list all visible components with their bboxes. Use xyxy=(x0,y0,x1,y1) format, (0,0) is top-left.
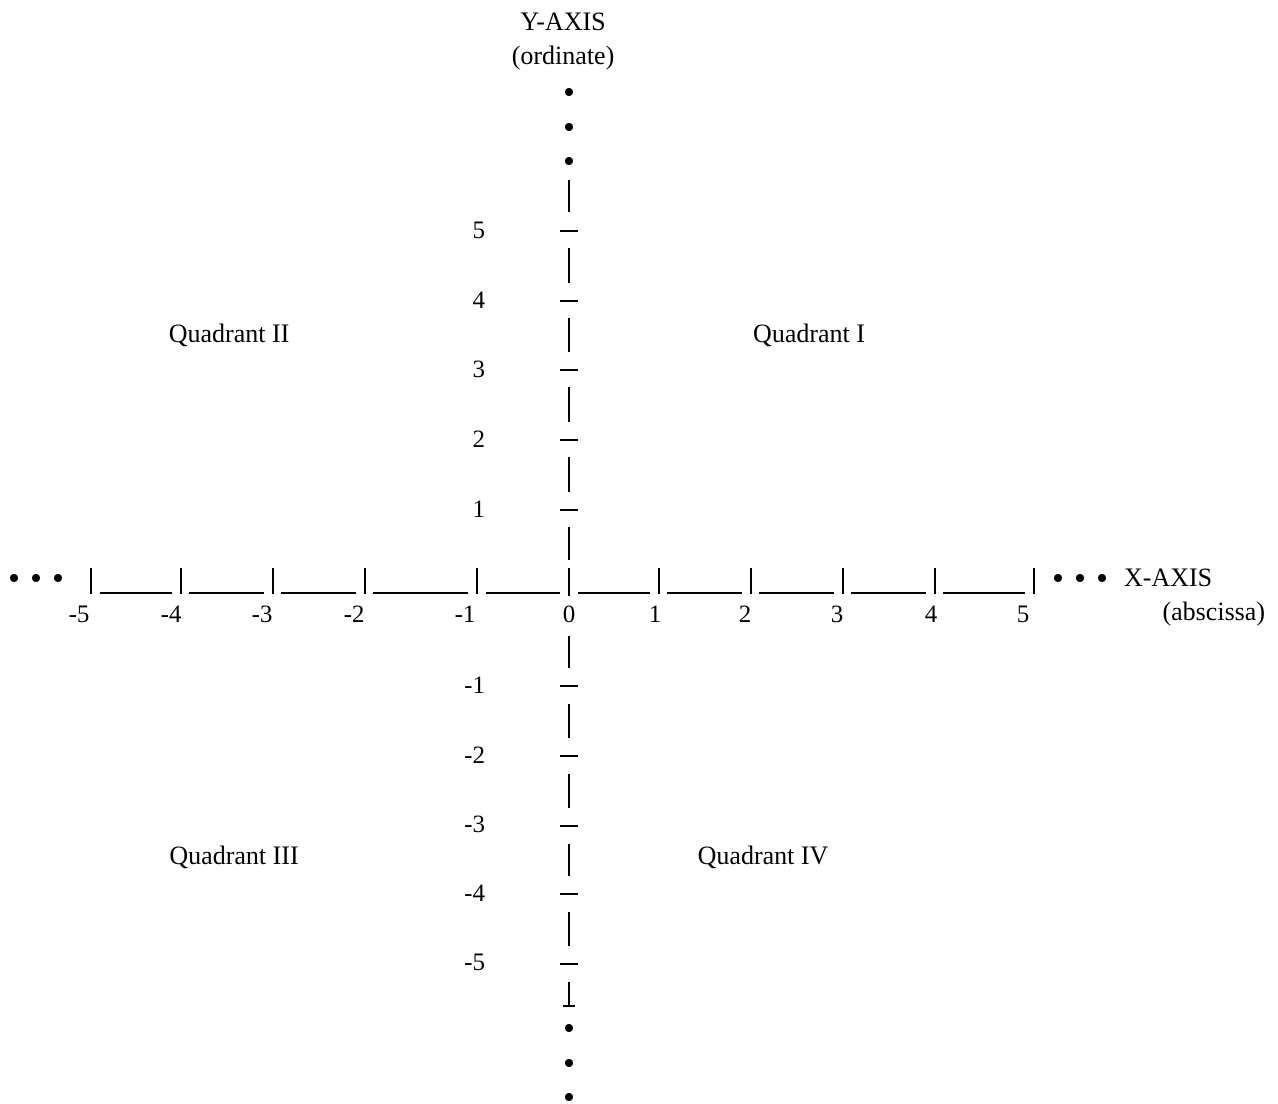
x-tick-label-neg-4: -4 xyxy=(161,601,182,628)
quadrant-i-label: Quadrant I xyxy=(753,319,865,348)
ellipsis-dot xyxy=(10,574,18,582)
y-tick-label-2: 2 xyxy=(473,426,486,453)
x-tick-label-4: 4 xyxy=(925,601,938,628)
ellipsis-dot xyxy=(565,88,573,96)
y-axis-top-ellipsis xyxy=(565,88,573,165)
x-axis-ticks xyxy=(90,568,1035,594)
y-tick-label-1: 1 xyxy=(473,496,486,523)
y-axis-line xyxy=(563,180,575,1007)
y-axis-subtitle: (ordinate) xyxy=(512,41,615,70)
ellipsis-dot xyxy=(54,574,62,582)
x-tick-label-0: 0 xyxy=(563,601,576,628)
x-tick-label-neg-2: -2 xyxy=(344,601,365,628)
y-tick-label-neg-1: -1 xyxy=(464,672,485,699)
x-axis-tick-labels: -5 -4 -3 -2 -1 0 1 2 3 4 5 xyxy=(69,601,1030,628)
x-axis-subtitle: (abscissa) xyxy=(1162,597,1265,626)
x-tick-label-neg-3: -3 xyxy=(252,601,273,628)
ellipsis-dot xyxy=(1054,574,1062,582)
x-axis-right-ellipsis xyxy=(1054,574,1106,582)
ellipsis-dot xyxy=(32,574,40,582)
ellipsis-dot xyxy=(565,1093,573,1101)
quadrant-iii-label: Quadrant III xyxy=(169,841,298,870)
y-axis-ticks xyxy=(560,230,578,965)
x-tick-label-neg-5: -5 xyxy=(69,601,90,628)
ellipsis-dot xyxy=(565,1024,573,1032)
quadrant-iv-label: Quadrant IV xyxy=(698,841,829,870)
quadrant-ii-label: Quadrant II xyxy=(169,319,290,348)
x-axis-left-ellipsis xyxy=(10,574,62,582)
x-tick-label-3: 3 xyxy=(831,601,844,628)
ellipsis-dot xyxy=(1076,574,1084,582)
y-tick-label-3: 3 xyxy=(473,356,486,383)
ellipsis-dot xyxy=(565,123,573,131)
y-tick-label-neg-2: -2 xyxy=(464,742,485,769)
y-axis-tick-labels: 5 4 3 2 1 -1 -2 -3 -4 -5 xyxy=(464,217,485,976)
y-tick-label-neg-3: -3 xyxy=(464,811,485,838)
y-tick-label-neg-5: -5 xyxy=(464,949,485,976)
x-tick-label-5: 5 xyxy=(1017,601,1030,628)
ellipsis-dot xyxy=(565,1059,573,1067)
y-tick-label-neg-4: -4 xyxy=(464,880,485,907)
y-axis-bottom-ellipsis xyxy=(565,1024,573,1101)
y-tick-label-5: 5 xyxy=(473,217,486,244)
y-axis-title: Y-AXIS xyxy=(520,7,605,36)
ellipsis-dot xyxy=(565,157,573,165)
ellipsis-dot xyxy=(1098,574,1106,582)
x-tick-label-neg-1: -1 xyxy=(455,601,476,628)
x-tick-label-1: 1 xyxy=(649,601,662,628)
x-tick-label-2: 2 xyxy=(739,601,752,628)
x-axis-title: X-AXIS xyxy=(1124,563,1212,592)
y-tick-label-4: 4 xyxy=(473,287,486,314)
